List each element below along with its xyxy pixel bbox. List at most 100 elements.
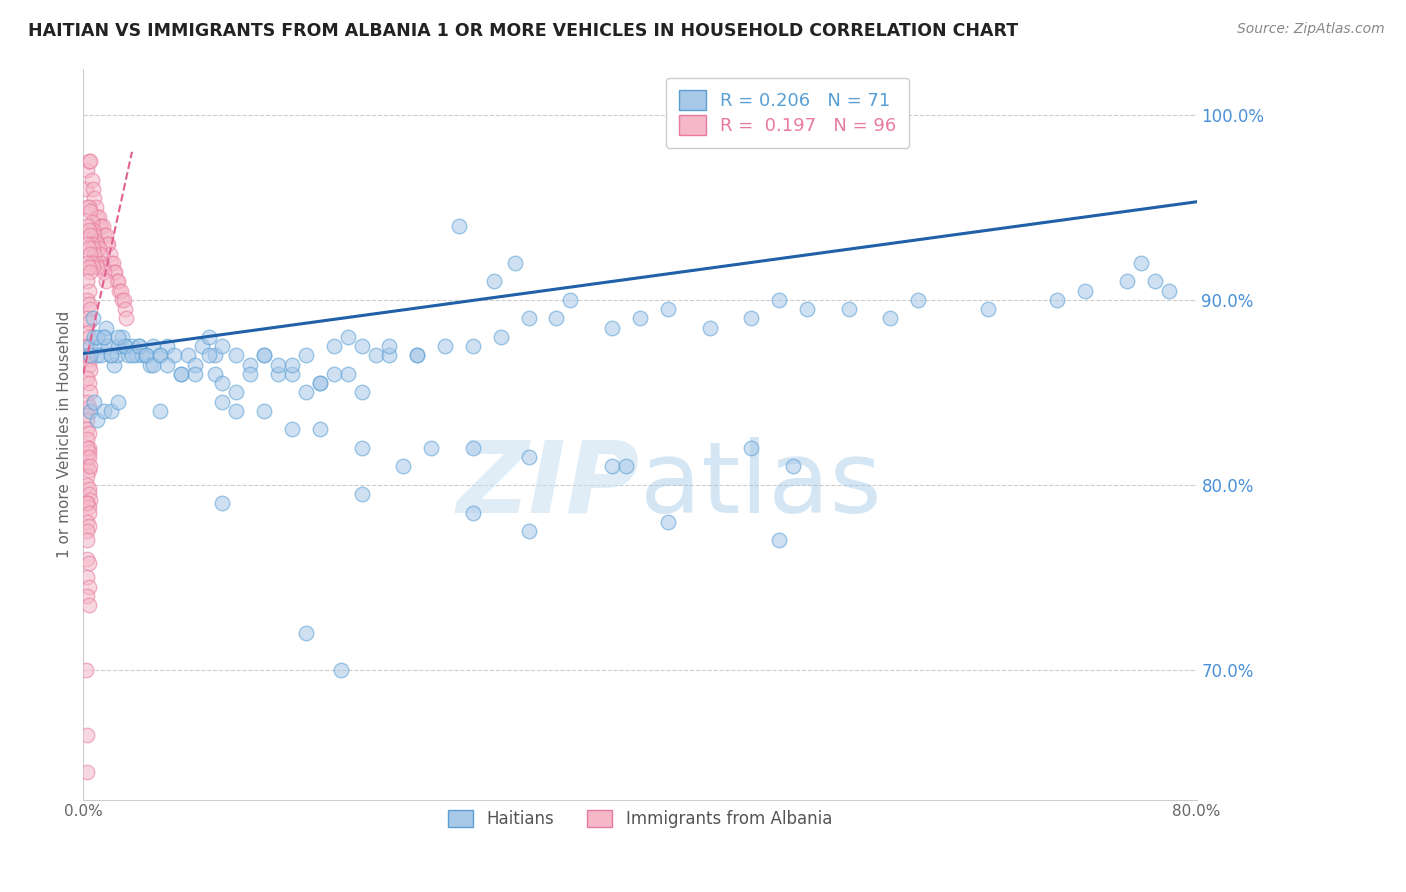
Point	[211, 339, 233, 353]
Point	[97, 339, 120, 353]
Point	[83, 330, 105, 344]
Point	[100, 404, 122, 418]
Point	[77, 296, 100, 310]
Point	[94, 228, 117, 243]
Point	[907, 293, 929, 307]
Point	[89, 219, 111, 233]
Point	[97, 237, 120, 252]
Point	[84, 234, 107, 248]
Point	[79, 246, 101, 260]
Point	[107, 274, 129, 288]
Point	[98, 246, 121, 260]
Point	[76, 163, 98, 178]
Point	[1129, 256, 1152, 270]
Point	[600, 459, 623, 474]
Point	[112, 293, 135, 307]
Point	[239, 358, 262, 372]
Point	[76, 524, 98, 538]
Point	[103, 265, 125, 279]
Point	[77, 426, 100, 441]
Point	[77, 506, 100, 520]
Point	[75, 663, 97, 677]
Point	[87, 210, 110, 224]
Point	[190, 339, 212, 353]
Y-axis label: 1 or more Vehicles in Household: 1 or more Vehicles in Household	[58, 310, 72, 558]
Point	[295, 348, 318, 362]
Point	[76, 408, 98, 422]
Point	[82, 241, 104, 255]
Point	[77, 450, 100, 465]
Point	[267, 367, 290, 381]
Point	[86, 210, 108, 224]
Point	[79, 265, 101, 279]
Point	[91, 219, 114, 233]
Point	[83, 246, 105, 260]
Point	[108, 284, 131, 298]
Point	[90, 219, 112, 233]
Point	[77, 463, 100, 477]
Point	[76, 764, 98, 779]
Point	[378, 348, 401, 362]
Point	[107, 339, 129, 353]
Text: ZIP: ZIP	[457, 437, 640, 533]
Point	[434, 339, 457, 353]
Point	[89, 246, 111, 260]
Point	[657, 302, 679, 317]
Point	[838, 302, 860, 317]
Point	[76, 326, 98, 340]
Point	[77, 400, 100, 414]
Point	[128, 339, 150, 353]
Point	[82, 311, 104, 326]
Point	[77, 598, 100, 612]
Point	[142, 339, 165, 353]
Point	[211, 496, 233, 510]
Point	[77, 487, 100, 501]
Point	[156, 339, 179, 353]
Text: HAITIAN VS IMMIGRANTS FROM ALBANIA 1 OR MORE VEHICLES IN HOUSEHOLD CORRELATION C: HAITIAN VS IMMIGRANTS FROM ALBANIA 1 OR …	[28, 22, 1018, 40]
Point	[76, 200, 98, 214]
Point	[350, 441, 373, 455]
Point	[111, 330, 134, 344]
Point	[86, 330, 108, 344]
Point	[253, 348, 276, 362]
Point	[281, 358, 304, 372]
Point	[76, 570, 98, 584]
Point	[77, 352, 100, 367]
Point	[82, 182, 104, 196]
Point	[77, 154, 100, 169]
Point	[107, 330, 129, 344]
Point	[76, 441, 98, 455]
Point	[657, 515, 679, 529]
Point	[80, 237, 103, 252]
Point	[461, 506, 484, 520]
Point	[91, 260, 114, 274]
Point	[225, 348, 247, 362]
Point	[77, 376, 100, 391]
Point	[322, 339, 344, 353]
Point	[101, 256, 124, 270]
Point	[94, 320, 117, 334]
Point	[1157, 284, 1180, 298]
Point	[80, 172, 103, 186]
Point	[879, 311, 901, 326]
Point	[76, 348, 98, 362]
Point	[79, 363, 101, 377]
Point	[80, 256, 103, 270]
Point	[1116, 274, 1139, 288]
Point	[1143, 274, 1166, 288]
Point	[89, 339, 111, 353]
Point	[600, 320, 623, 334]
Point	[125, 348, 148, 362]
Point	[76, 274, 98, 288]
Point	[114, 339, 136, 353]
Point	[768, 533, 790, 548]
Point	[79, 154, 101, 169]
Point	[295, 385, 318, 400]
Point	[76, 256, 98, 270]
Point	[461, 339, 484, 353]
Point	[86, 237, 108, 252]
Point	[76, 432, 98, 446]
Point	[76, 339, 98, 353]
Point	[80, 215, 103, 229]
Point	[77, 556, 100, 570]
